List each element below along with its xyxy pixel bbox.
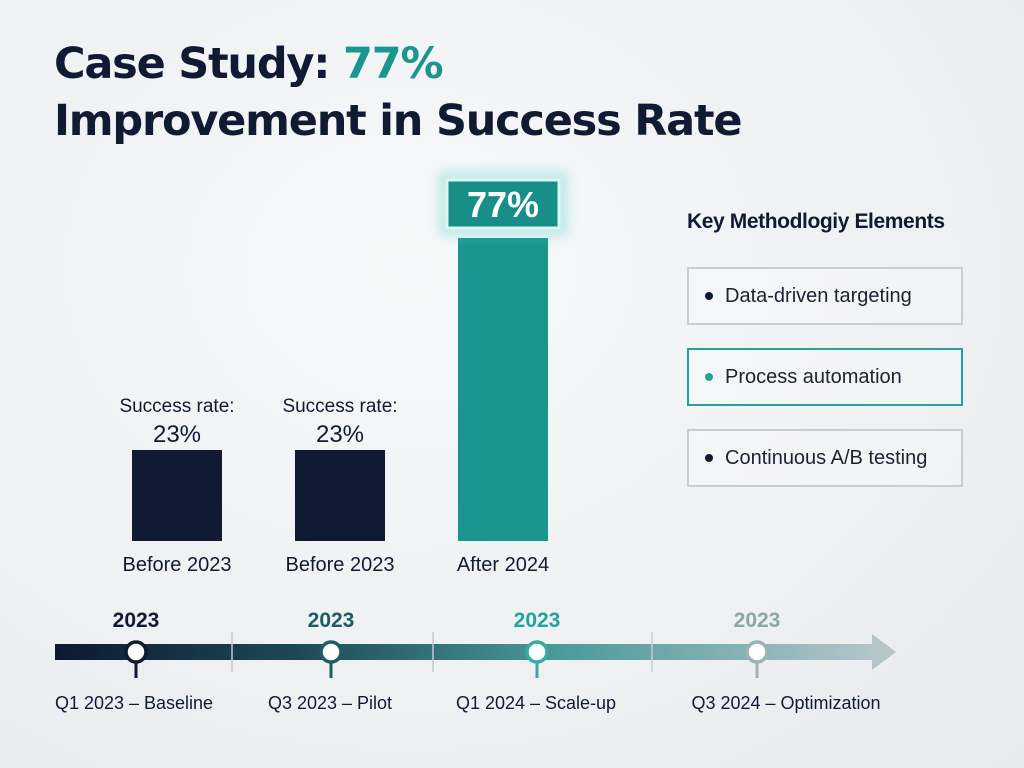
bar-3 <box>458 238 548 541</box>
milestone-marker <box>319 640 343 664</box>
milestone-year: 2023 <box>514 609 561 632</box>
bullet-dot <box>705 373 713 381</box>
bar-value-label: 23% <box>316 421 364 448</box>
methodology-title: Key Methodlogiy Elements <box>687 210 945 233</box>
title-line-1: Case Study: 77% <box>54 36 741 93</box>
highlight-badge <box>445 178 561 230</box>
milestone-marker <box>745 640 769 664</box>
milestone-label: Q3 2024 – Optimization <box>691 693 880 713</box>
page-title: Case Study: 77% Improvement in Success R… <box>54 36 742 150</box>
milestone-year: 2023 <box>113 609 160 632</box>
category-label: After 2024 <box>457 554 549 576</box>
bar-caption: Success rate: <box>282 396 397 417</box>
category-label: Before 2023 <box>123 554 232 576</box>
bar-caption: Success rate: <box>119 396 234 417</box>
bar-value-label: 23% <box>153 421 201 448</box>
arrow-head-icon <box>872 634 896 670</box>
methodology-item-process-automation: Process automation <box>687 348 963 406</box>
methodology-item-ab-testing: Continuous A/B testing <box>687 429 963 487</box>
title-prefix: Case Study: <box>54 39 344 89</box>
methodology-item-data-driven: Data-driven targeting <box>687 267 963 325</box>
methodology-item-label: Process automation <box>725 365 902 388</box>
bullet-dot <box>705 454 713 462</box>
milestone-label: Q1 2023 – Baseline <box>55 693 213 713</box>
bar-chart: Success rate: 23% Before 2023 Success rate:… <box>119 173 566 576</box>
milestone-label: Q3 2023 – Pilot <box>268 693 392 713</box>
milestone-year: 2023 <box>308 609 355 632</box>
title-line-2: Improvement in Success Rate <box>54 96 742 146</box>
milestone-marker <box>525 640 549 664</box>
bullet-dot <box>705 292 713 300</box>
milestone-year: 2023 <box>734 609 781 632</box>
milestone-label: Q1 2024 – Scale-up <box>456 693 616 713</box>
bar-1 <box>132 450 222 541</box>
bar-value-label: 77% <box>467 184 539 225</box>
highlight-glow <box>440 173 566 235</box>
methodology-item-label: Data-driven targeting <box>725 284 912 307</box>
timeline-track <box>55 644 873 660</box>
methodology-item-label: Continuous A/B testing <box>725 446 928 469</box>
timeline: 2023 Q1 2023 – Baseline 2023 Q3 2023 – Pilo… <box>55 609 896 713</box>
title-highlight: 77% <box>343 39 444 89</box>
milestone-marker <box>124 640 148 664</box>
category-label: Before 2023 <box>286 554 395 576</box>
bar-2 <box>295 450 385 541</box>
